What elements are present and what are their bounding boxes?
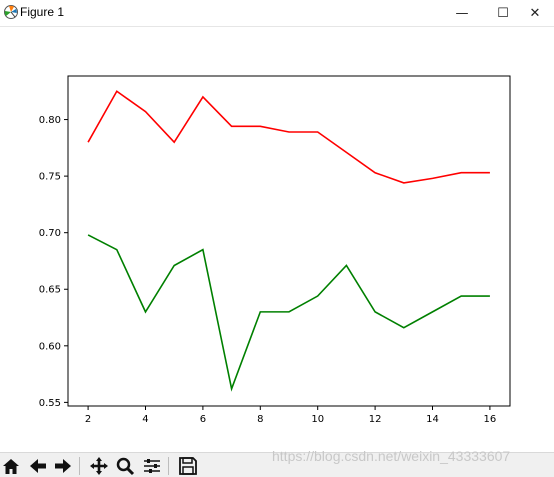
y-tick-label: 0.80 [39,115,61,126]
x-tick-label: 14 [426,414,439,425]
home-icon[interactable] [0,455,22,477]
save-icon[interactable] [177,455,199,477]
y-tick-label: 0.60 [39,341,61,352]
line-chart: 2 4 6 8 10 12 14 16 0.55 0.60 0.65 0.70 0.75 0.80 [39,75,511,425]
maximize-button[interactable]: ☐ [497,5,509,21]
series-line-1 [87,234,490,392]
x-tick-label: 8 [257,414,263,425]
navigation-toolbar [0,452,554,477]
matplotlib-app-icon [4,5,18,19]
y-tick-label: 0.70 [39,228,61,239]
pan-icon[interactable] [88,455,110,477]
series-layer [87,90,490,392]
y-tick-label: 0.55 [39,398,61,409]
x-tick-label: 12 [369,414,382,425]
x-tick-label: 2 [85,414,91,425]
back-arrow-icon[interactable] [27,455,49,477]
window-titlebar: Figure 1 — ☐ ✕ [0,0,554,27]
y-axis-ticks: 0.55 0.60 0.65 0.70 0.75 0.80 [39,115,68,409]
series-line-0 [87,90,490,184]
toolbar-separator [168,457,169,475]
forward-arrow-icon[interactable] [52,455,74,477]
x-tick-label: 6 [200,414,206,425]
axes-frame [67,75,511,407]
window-title: Figure 1 [20,5,65,19]
x-tick-label: 4 [142,414,148,425]
y-tick-label: 0.65 [39,285,61,296]
minimize-button[interactable]: — [455,5,469,21]
watermark-text: https://blog.csdn.net/weixin_43333607 [272,448,511,464]
figure-canvas[interactable]: 2 4 6 8 10 12 14 16 0.55 0.60 0.65 0.70 0.75 0.80 [0,27,554,452]
x-tick-label: 10 [311,414,324,425]
y-tick-label: 0.75 [39,172,61,183]
zoom-icon[interactable] [114,455,136,477]
x-axis-ticks: 2 4 6 8 10 12 14 16 [85,406,496,425]
x-tick-label: 16 [484,414,497,425]
close-button[interactable]: ✕ [529,5,541,21]
toolbar-separator [79,457,80,475]
configure-subplots-icon[interactable] [141,455,163,477]
